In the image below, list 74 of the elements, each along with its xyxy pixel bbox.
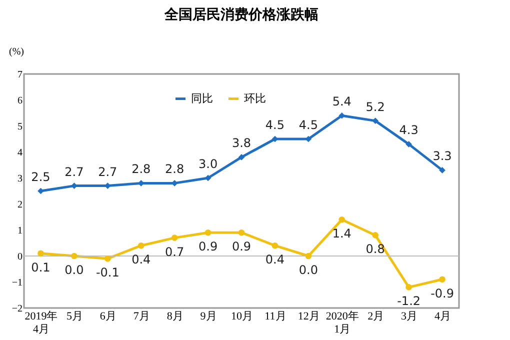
data-label: -0.9	[430, 286, 454, 300]
data-label: 0.7	[165, 244, 184, 259]
point	[305, 252, 312, 260]
point	[372, 118, 379, 124]
data-label: 3.3	[432, 149, 452, 164]
y-tick-label: 3	[18, 174, 22, 184]
data-label: 4.3	[399, 123, 418, 138]
point	[439, 167, 446, 174]
data-label: 3.0	[198, 157, 218, 171]
data-label: 0.9	[198, 240, 218, 254]
data-label: 4.5	[298, 118, 318, 132]
chart-title: 全国居民消费价格涨跌幅	[164, 7, 318, 23]
point	[406, 284, 412, 290]
y-tick-label: 6	[18, 96, 22, 106]
x-tick-label: 6月	[100, 310, 116, 322]
x-tick-label: 12月	[298, 310, 320, 322]
legend-label: 同比	[191, 92, 213, 105]
point	[171, 234, 178, 241]
point	[204, 174, 212, 182]
data-label: 0.0	[298, 263, 318, 277]
y-tick-label: −2	[12, 304, 22, 314]
y-tick-label: 0	[18, 252, 22, 262]
point	[104, 255, 111, 262]
data-label: 0.8	[366, 242, 385, 256]
y-tick-label: 1	[18, 226, 22, 236]
x-tick-label: 8月	[166, 310, 184, 322]
x-tick-label: 10月	[231, 310, 253, 322]
y-axis-title: (%)	[9, 46, 24, 58]
data-label: 1.4	[332, 226, 352, 241]
data-label: 2.8	[132, 162, 151, 176]
x-tick-label: 5月	[66, 310, 83, 322]
point	[272, 242, 278, 249]
data-label: 2.5	[31, 170, 50, 184]
data-label: 0.1	[31, 260, 50, 274]
point	[204, 229, 212, 236]
point	[338, 216, 346, 223]
point	[439, 276, 446, 283]
data-label: 0.4	[265, 252, 285, 267]
data-label: 2.7	[64, 164, 84, 179]
data-label: -1.2	[397, 294, 421, 308]
y-tick-label: −1	[12, 278, 22, 288]
point	[305, 136, 312, 142]
data-label: 4.5	[265, 118, 285, 132]
point	[38, 250, 44, 257]
y-tick-label: 4	[18, 148, 22, 158]
point	[38, 188, 44, 194]
x-tick-label: 9月	[200, 310, 217, 322]
x-tick-label: 4月	[434, 310, 452, 322]
data-label: 0.9	[232, 240, 252, 254]
y-tick-label: 5	[18, 122, 22, 132]
point	[238, 229, 245, 236]
point	[138, 242, 144, 249]
data-label: 0.0	[64, 263, 84, 277]
x-tick-label: 7月	[133, 310, 150, 322]
x-tick-label: 11月	[264, 310, 286, 322]
point	[338, 112, 346, 119]
x-tick-label: 2019年 4月	[24, 310, 58, 336]
point	[238, 154, 245, 160]
data-label: 5.2	[366, 100, 385, 114]
x-tick-label: 2月	[368, 310, 384, 322]
x-tick-label: 2020年 1月	[326, 310, 359, 336]
point	[71, 252, 78, 260]
y-tick-label: 7	[18, 70, 22, 80]
x-tick-label: 3月	[401, 310, 418, 322]
data-label: 0.4	[132, 252, 151, 267]
data-label: 5.4	[332, 94, 352, 109]
data-label: 2.8	[165, 162, 184, 176]
y-tick-label: 2	[18, 200, 22, 210]
legend-label: 环比	[244, 92, 266, 105]
point	[372, 232, 379, 238]
point	[406, 141, 412, 148]
data-label: 2.7	[98, 164, 118, 179]
data-label: 3.8	[232, 136, 252, 150]
data-label: -0.1	[96, 266, 120, 280]
